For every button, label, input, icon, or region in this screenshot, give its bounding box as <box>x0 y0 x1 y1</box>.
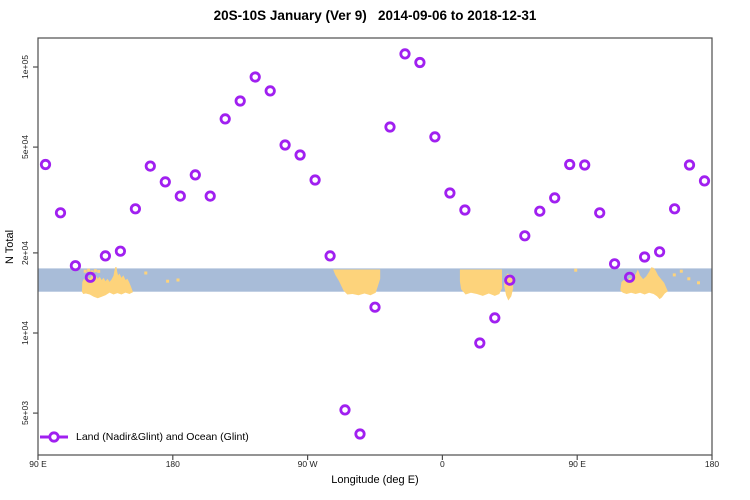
y-axis-label: N Total <box>4 229 16 265</box>
data-point <box>369 301 381 313</box>
x-tick-label: 90 E <box>29 459 47 469</box>
data-point <box>324 250 336 262</box>
data-point <box>54 207 67 219</box>
data-point <box>39 158 52 171</box>
x-tick-label: 90 E <box>568 459 586 469</box>
data-point <box>429 131 441 143</box>
data-point <box>144 160 156 172</box>
y-tick-label: 2e+04 <box>20 240 30 265</box>
island-dot <box>697 281 700 285</box>
island-dot <box>166 279 170 283</box>
data-point <box>534 205 546 217</box>
data-point <box>189 169 201 181</box>
island-dot <box>679 269 683 273</box>
data-point <box>608 258 621 270</box>
land-patch-indonesia-australia-wrap-west <box>81 267 133 299</box>
data-point <box>174 190 186 202</box>
island-dot <box>93 269 97 273</box>
legend-label: Land (Nadir&Glint) and Ocean (Glint) <box>76 431 249 443</box>
data-point <box>549 192 561 204</box>
data-point <box>459 204 471 216</box>
data-point <box>683 159 696 171</box>
data-point <box>444 187 456 199</box>
island-dot <box>87 268 91 272</box>
y-tick-label: 5e+03 <box>20 401 30 426</box>
x-tick-label: 180 <box>165 459 180 469</box>
island-dot <box>97 269 101 273</box>
data-point <box>249 71 261 83</box>
data-point <box>309 174 321 186</box>
data-point <box>114 245 127 257</box>
data-point <box>489 312 501 324</box>
data-point <box>354 428 366 440</box>
data-point <box>653 246 666 258</box>
legend-marker-icon <box>48 431 60 443</box>
data-point <box>264 85 276 97</box>
x-tick-label: 90 W <box>297 459 318 469</box>
land-patch-australia <box>620 267 668 300</box>
data-point <box>594 207 606 219</box>
data-point <box>638 251 651 263</box>
data-point <box>129 203 141 215</box>
y-tick-label: 1e+05 <box>20 55 30 79</box>
y-tick-label: 1e+04 <box>20 321 30 345</box>
island-dot <box>672 273 676 277</box>
chart-title: 20S-10S January (Ver 9) 2014-09-06 to 20… <box>213 8 537 23</box>
data-point <box>519 230 531 242</box>
data-point <box>384 121 396 133</box>
data-point <box>504 274 516 286</box>
data-point <box>474 337 486 349</box>
data-point <box>294 149 306 161</box>
land-patch-south-america <box>333 269 381 296</box>
x-axis-label: Longitude (deg E) <box>331 474 419 486</box>
island-dot <box>176 278 180 282</box>
data-point <box>219 113 231 125</box>
land-patch-africa <box>459 269 502 296</box>
data-point <box>564 158 576 171</box>
data-point <box>399 48 411 60</box>
data-point <box>623 271 636 283</box>
data-point <box>69 260 82 272</box>
island-dot <box>144 271 148 275</box>
data-point <box>414 56 426 69</box>
data-point <box>668 203 681 215</box>
x-tick-label: 0 <box>440 459 445 469</box>
island-dot <box>90 270 94 274</box>
data-point <box>234 95 246 107</box>
island-dot <box>574 268 578 272</box>
data-point <box>84 271 97 283</box>
data-point <box>279 139 291 151</box>
data-point <box>159 176 171 188</box>
data-point <box>204 190 216 202</box>
island-dot <box>83 269 87 273</box>
data-point <box>579 159 591 171</box>
data-point <box>99 250 112 262</box>
x-tick-label: 180 <box>704 459 720 469</box>
island-dot <box>687 277 691 281</box>
data-point <box>339 404 351 416</box>
plot-border <box>37 37 713 456</box>
y-tick-label: 5e+04 <box>20 135 30 160</box>
data-point <box>698 175 711 187</box>
